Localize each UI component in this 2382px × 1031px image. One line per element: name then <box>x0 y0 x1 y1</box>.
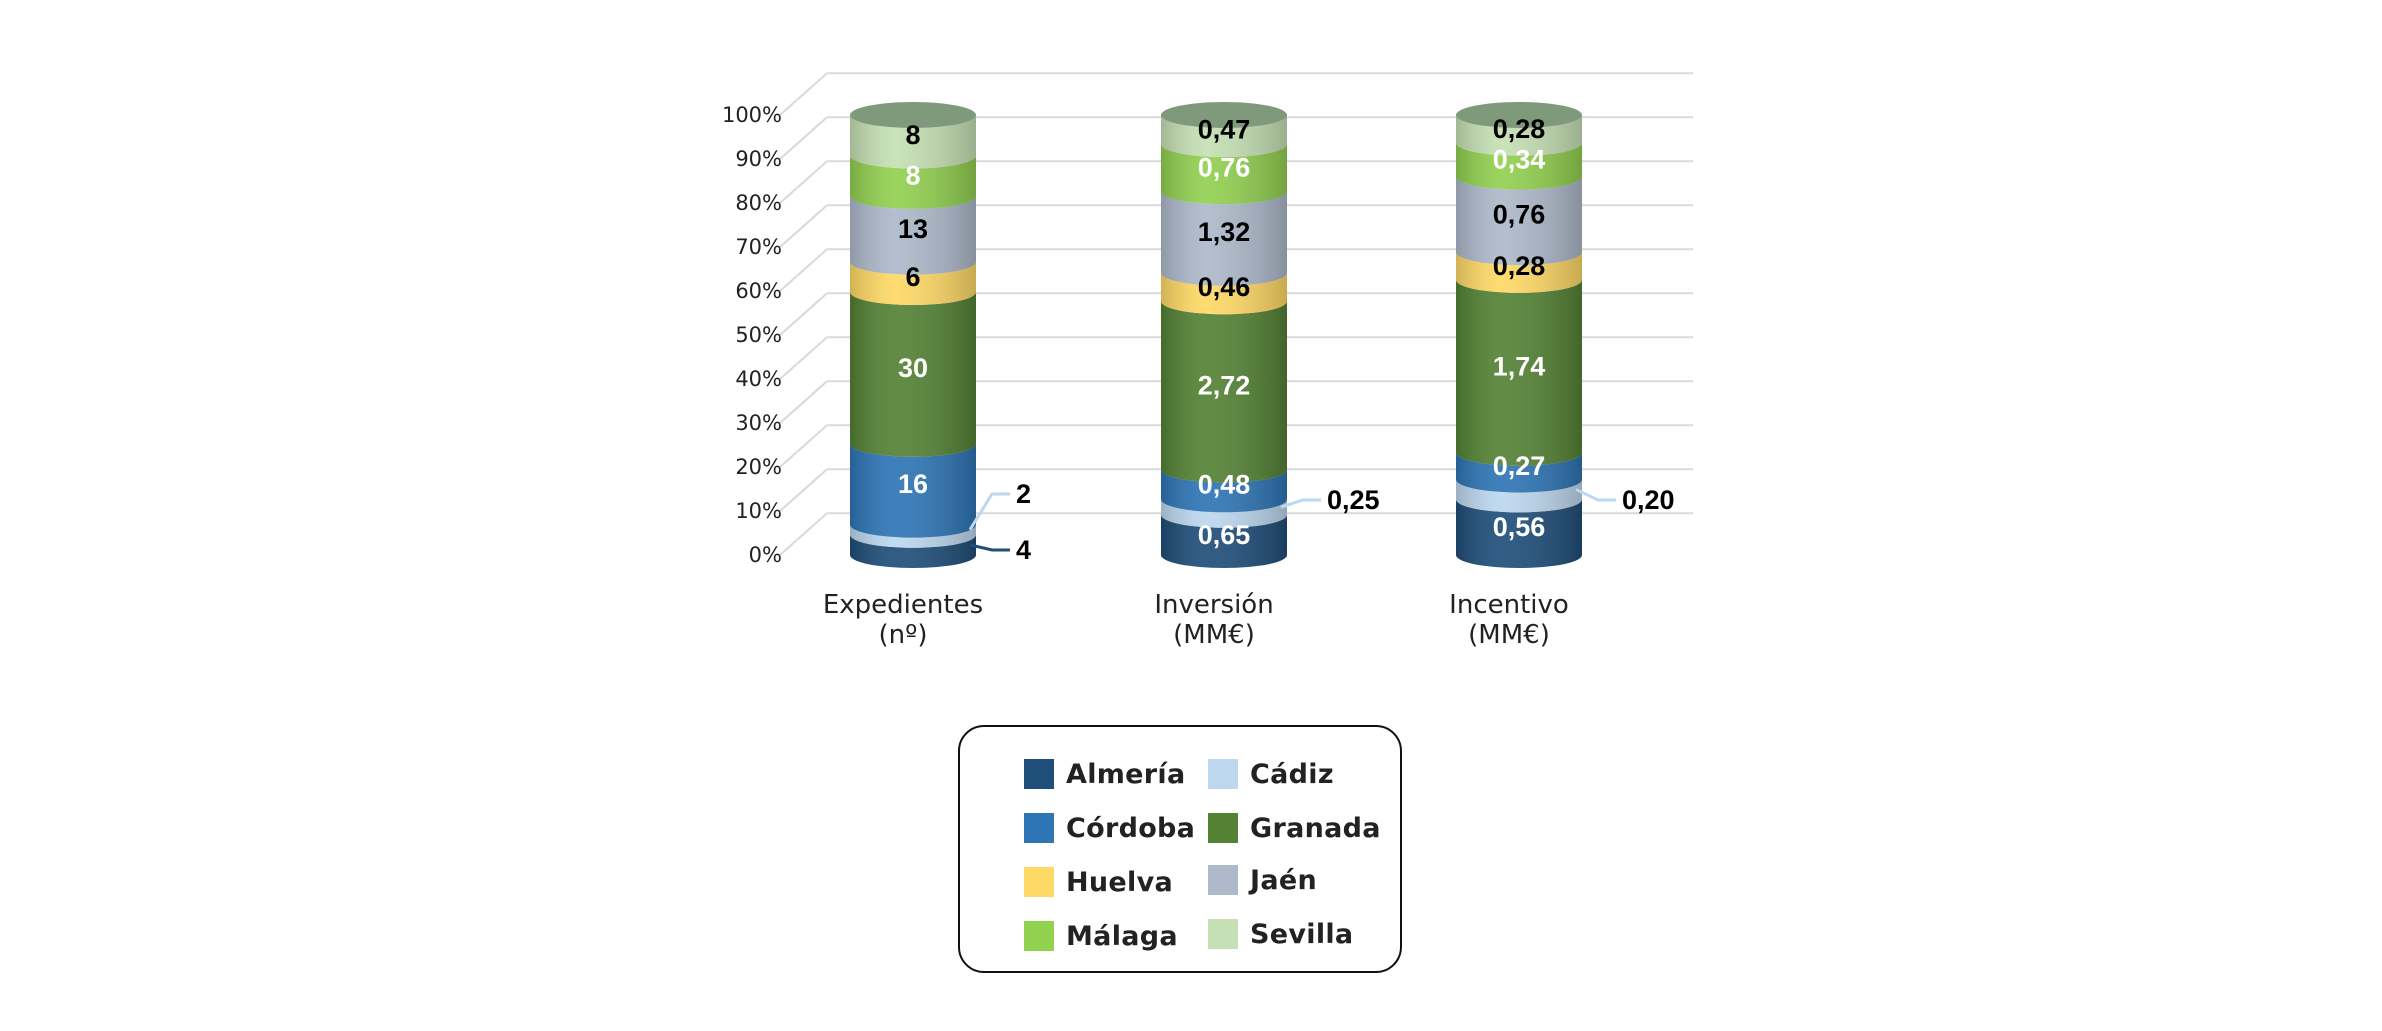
gridline-diagonal <box>779 248 828 292</box>
data-label-malaga: 0,76 <box>1198 153 1251 183</box>
data-label-granada: 2,72 <box>1198 370 1251 400</box>
bar-shading <box>1161 115 1287 568</box>
x-category-unit: (MM€) <box>1468 620 1550 650</box>
gridline-diagonal <box>779 336 828 380</box>
y-tick-label: 0% <box>749 543 782 567</box>
data-label-cadiz: 0,25 <box>1327 485 1380 515</box>
legend-label: Málaga <box>1066 920 1178 952</box>
callout-line <box>969 543 1010 552</box>
bar-top-cap <box>850 102 976 128</box>
y-tick-label: 80% <box>735 191 782 215</box>
y-axis-ticks: 0% 10% 20% 30% 40% 50% 60% 70% 80% 90% 100% <box>722 103 782 567</box>
legend-swatch <box>1024 813 1054 843</box>
data-label-cordoba: 0,27 <box>1493 451 1546 481</box>
data-label-cadiz: 0,20 <box>1622 485 1675 515</box>
gridline-diagonal <box>779 424 828 468</box>
gridline-diagonal <box>779 512 828 556</box>
data-label-granada: 1,74 <box>1493 351 1546 381</box>
callout-line <box>968 492 1010 531</box>
legend-item-malaga: Málaga <box>1024 919 1178 953</box>
bar-group-incentivo <box>1456 102 1582 568</box>
data-label-jaen: 1,32 <box>1198 217 1251 247</box>
gridline-diagonal <box>779 204 828 248</box>
y-tick-label: 100% <box>722 103 782 127</box>
legend-swatch <box>1024 867 1054 897</box>
legend-swatch <box>1024 759 1054 789</box>
legend: Almería Cádiz Córdoba Granada Huelva Jaé… <box>958 725 1402 973</box>
data-label-malaga: 8 <box>905 161 920 191</box>
data-label-granada: 30 <box>898 353 928 383</box>
x-category-label: Expedientes <box>823 590 983 620</box>
gridline-diagonal <box>779 292 828 336</box>
y-tick-label: 40% <box>735 367 782 391</box>
bar-shading <box>850 115 976 568</box>
legend-label: Granada <box>1250 812 1381 844</box>
data-label-cordoba: 0,48 <box>1198 469 1251 499</box>
data-label-almeria: 0,56 <box>1493 512 1546 542</box>
legend-label: Almería <box>1066 758 1186 790</box>
legend-item-granada: Granada <box>1208 811 1381 845</box>
legend-item-cadiz: Cádiz <box>1208 757 1334 791</box>
data-label-sevilla: 8 <box>905 120 920 150</box>
data-label-jaen: 0,76 <box>1493 199 1546 229</box>
callout-line <box>1575 488 1616 502</box>
legend-swatch <box>1208 919 1238 949</box>
gridline-diagonal <box>779 468 828 512</box>
y-tick-label: 90% <box>735 147 782 171</box>
data-label-almeria: 0,65 <box>1198 520 1251 550</box>
legend-item-jaen: Jaén <box>1208 863 1317 897</box>
y-tick-label: 70% <box>735 235 782 259</box>
data-label-sevilla: 0,47 <box>1198 115 1251 145</box>
y-tick-label: 30% <box>735 411 782 435</box>
gridline-diagonal <box>779 72 828 116</box>
y-tick-label: 50% <box>735 323 782 347</box>
gridline-diagonal <box>779 380 828 424</box>
bar-group-inversion <box>1161 102 1287 568</box>
bar-top-cap <box>1161 102 1287 128</box>
x-category-label: Inversión <box>1154 590 1273 620</box>
data-label-huelva: 6 <box>905 262 920 292</box>
data-labels: 4 2 16 30 6 13 8 8 0,65 0,25 0,48 2,72 0,46 1,32 0,76 0… <box>898 114 1675 565</box>
callout-line <box>1280 498 1321 509</box>
data-label-huelva: 0,46 <box>1198 272 1251 302</box>
gridline-diagonal <box>779 160 828 204</box>
gridline-diagonal <box>779 116 828 160</box>
legend-label: Córdoba <box>1066 812 1196 844</box>
y-tick-label: 20% <box>735 455 782 479</box>
x-category-unit: (MM€) <box>1173 620 1255 650</box>
legend-swatch <box>1208 813 1238 843</box>
legend-item-huelva: Huelva <box>1024 865 1173 899</box>
data-label-malaga: 0,34 <box>1493 145 1546 175</box>
legend-label: Cádiz <box>1250 758 1334 790</box>
data-label-cordoba: 16 <box>898 469 928 499</box>
legend-item-cordoba: Córdoba <box>1024 811 1195 845</box>
y-tick-label: 10% <box>735 499 782 523</box>
x-category-unit: (nº) <box>878 620 927 650</box>
data-label-cadiz: 2 <box>1016 479 1031 509</box>
y-tick-label: 60% <box>735 279 782 303</box>
legend-swatch <box>1024 921 1054 951</box>
bar-top-cap <box>1456 102 1582 128</box>
legend-item-sevilla: Sevilla <box>1208 917 1353 951</box>
data-label-jaen: 13 <box>898 214 928 244</box>
bar-group-expedientes <box>850 102 977 568</box>
legend-label: Sevilla <box>1250 918 1354 950</box>
data-label-huelva: 0,28 <box>1493 251 1546 281</box>
legend-label: Huelva <box>1066 866 1174 898</box>
x-axis-categories: Expedientes(nº)Inversión(MM€)Incentivo(M… <box>823 590 1569 650</box>
data-label-almeria: 4 <box>1016 535 1031 565</box>
legend-swatch <box>1208 865 1238 895</box>
legend-item-almeria: Almería <box>1024 757 1186 791</box>
data-label-sevilla: 0,28 <box>1493 114 1546 144</box>
legend-label: Jaén <box>1250 864 1317 896</box>
bars <box>850 102 1582 568</box>
x-category-label: Incentivo <box>1449 590 1569 620</box>
legend-swatch <box>1208 759 1238 789</box>
bar-shading <box>1456 115 1582 568</box>
